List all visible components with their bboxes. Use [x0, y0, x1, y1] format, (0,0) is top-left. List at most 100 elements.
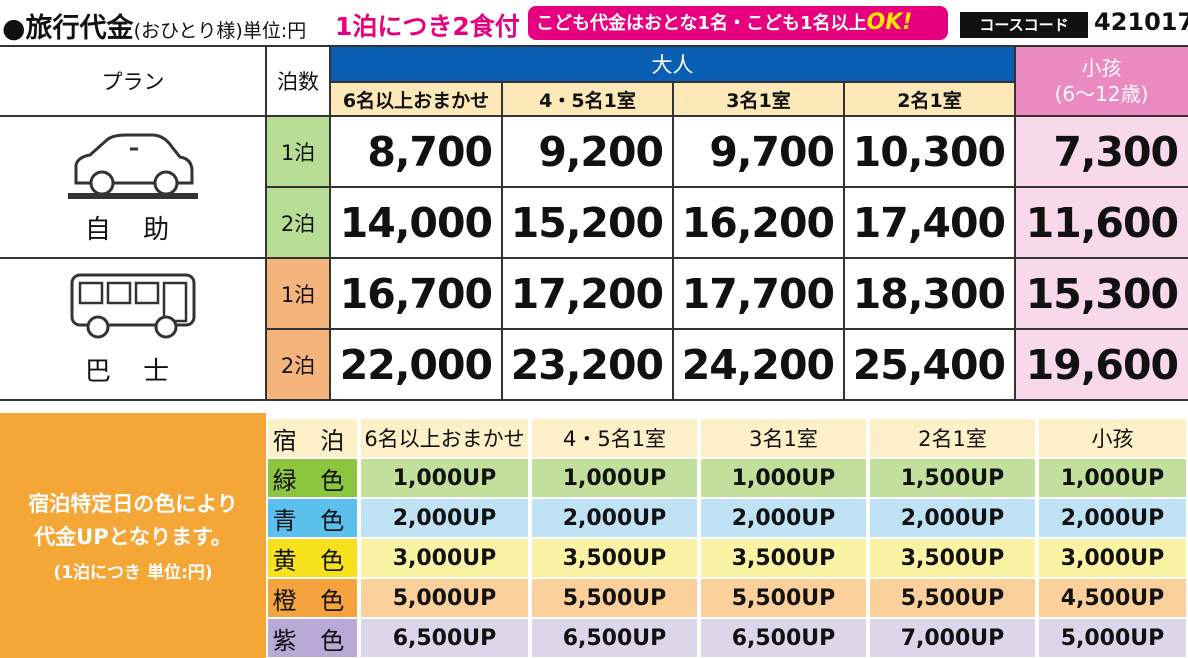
surcharge-value: 2,000UP [701, 499, 866, 537]
nights-cell: 2泊 [266, 187, 330, 258]
meal-note: 1泊につき2食付 [335, 12, 520, 41]
grid-line [0, 399, 1188, 401]
surcharge-color-label: 黄 色 [268, 539, 357, 577]
surcharge-value: 7,000UP [870, 619, 1035, 657]
title-unit-note: (おひとり様)単位:円 [133, 20, 307, 42]
surcharge-value: 1,000UP [361, 459, 528, 497]
adult-group-header: 大人 [330, 46, 1015, 82]
child-price-cell: 15,300 [1015, 258, 1188, 329]
grid-line [0, 45, 1188, 47]
surcharge-value: 5,500UP [701, 579, 866, 617]
child-header-line2: (6〜12歳) [1054, 82, 1149, 106]
surcharge-note: 宿泊特定日の色により 代金UPとなります。 (1泊につき 単位:円) [0, 413, 266, 658]
surcharge-header: 3名1室 [701, 419, 866, 457]
note-line-3: (1泊につき 単位:円) [53, 563, 213, 583]
price-cell: 14,000 [339, 198, 493, 247]
surcharge-value: 5,000UP [361, 579, 528, 617]
grid-line [265, 46, 267, 400]
price-cell: 17,400 [852, 198, 1006, 247]
nights-cell: 2泊 [266, 329, 330, 400]
price-cell: 10,300 [852, 127, 1006, 176]
surcharge-value: 3,500UP [870, 539, 1035, 577]
adult-column-header: 3名1室 [673, 82, 844, 116]
price-cell: 22,000 [339, 340, 493, 389]
surcharge-value: 1,000UP [532, 459, 697, 497]
child-note-ok: OK! [866, 10, 913, 35]
surcharge-header: 4・5名1室 [532, 419, 697, 457]
surcharge-value: 1,000UP [701, 459, 866, 497]
surcharge-value: 5,500UP [870, 579, 1035, 617]
header-bar: ●旅行代金(おひとり様)単位:円 1泊につき2食付 こども代金はおとな1名・こど… [0, 0, 1188, 46]
grid-line [843, 82, 845, 400]
grid-line [1014, 46, 1016, 400]
surcharge-value: 6,500UP [701, 619, 866, 657]
surcharge-value: 2,000UP [532, 499, 697, 537]
surcharge-value: 5,500UP [532, 579, 697, 617]
surcharge-color-label: 橙 色 [268, 579, 357, 617]
title-text: ●旅行代金 [2, 13, 134, 44]
child-price-cell: 11,600 [1015, 187, 1188, 258]
surcharge-color-label: 緑 色 [268, 459, 357, 497]
surcharge-value: 2,000UP [1039, 499, 1186, 537]
nights-cell: 1泊 [266, 116, 330, 187]
surcharge-value: 4,500UP [1039, 579, 1186, 617]
child-group-header: 小孩 (6〜12歳) [1015, 46, 1188, 116]
surcharge-value: 1,500UP [870, 459, 1035, 497]
surcharge-value: 3,000UP [1039, 539, 1186, 577]
price-cell: 25,400 [852, 340, 1006, 389]
adult-column-header: 6名以上おまかせ [330, 82, 502, 116]
nights-cell: 1泊 [266, 258, 330, 329]
surcharge-value: 3,000UP [361, 539, 528, 577]
surcharge-value: 2,000UP [870, 499, 1035, 537]
plan-cell: 自 助 [0, 116, 266, 258]
price-cell: 9,200 [538, 127, 664, 176]
course-code: 421017 [1094, 8, 1188, 36]
child-price-cell: 19,600 [1015, 329, 1188, 400]
grid-line [329, 46, 331, 400]
surcharge-value: 6,500UP [532, 619, 697, 657]
surcharge-value: 6,500UP [361, 619, 528, 657]
bus-icon [68, 271, 198, 343]
price-cell: 15,200 [510, 198, 664, 247]
surcharge-header: 2名1室 [870, 419, 1035, 457]
nights-column-header: 泊数 [277, 70, 319, 94]
plan-name: 自 助 [84, 214, 182, 245]
grid-line [672, 82, 674, 400]
price-table: 大人 小孩 (6〜12歳) プラン 泊数 6名以上おまかせ 4・5名1室 3名1室 2名1室自 … [0, 45, 1188, 401]
child-note-text: こども代金はおとな1名・こども1名以上 [536, 13, 867, 34]
surcharge-value: 2,000UP [361, 499, 528, 537]
price-cell: 24,200 [681, 340, 835, 389]
surcharge-color-label: 紫 色 [268, 619, 357, 657]
child-price-cell: 7,300 [1015, 116, 1188, 187]
child-header-line1: 小孩 [1081, 56, 1122, 80]
grid-line [0, 257, 1188, 259]
grid-line [501, 82, 503, 400]
car-icon [68, 129, 198, 201]
plan-name: 巴 士 [84, 356, 182, 387]
surcharge-table: 宿 泊 6名以上おまかせ 4・5名1室 3名1室 2名1室 小孩緑 色 1,000UP 1,0… [266, 413, 1188, 658]
adult-column-header: 4・5名1室 [502, 82, 673, 116]
child-price-note: こども代金はおとな1名・こども1名以上OK! [528, 6, 948, 40]
page-title: ●旅行代金(おひとり様)単位:円 [2, 6, 306, 45]
note-line-1: 宿泊特定日の色により [28, 492, 238, 516]
price-cell: 17,700 [681, 269, 835, 318]
grid-line [0, 115, 1188, 117]
grid-line [266, 186, 1188, 188]
course-code-label: コースコード [960, 12, 1088, 38]
price-cell: 16,700 [339, 269, 493, 318]
price-cell: 8,700 [367, 127, 493, 176]
price-cell: 16,200 [681, 198, 835, 247]
surcharge-value: 5,000UP [1039, 619, 1186, 657]
note-line-2: 代金UPとなります。 [34, 525, 232, 549]
surcharge-value: 3,500UP [701, 539, 866, 577]
plan-column-header: プラン [101, 70, 165, 94]
plan-cell: 巴 士 [0, 258, 266, 400]
surcharge-value: 3,500UP [532, 539, 697, 577]
price-cell: 17,200 [510, 269, 664, 318]
price-cell: 9,700 [709, 127, 835, 176]
surcharge-header: 宿 泊 [268, 419, 357, 457]
adult-column-header: 2名1室 [844, 82, 1015, 116]
price-cell: 23,200 [510, 340, 664, 389]
surcharge-header: 6名以上おまかせ [361, 419, 528, 457]
surcharge-value: 1,000UP [1039, 459, 1186, 497]
